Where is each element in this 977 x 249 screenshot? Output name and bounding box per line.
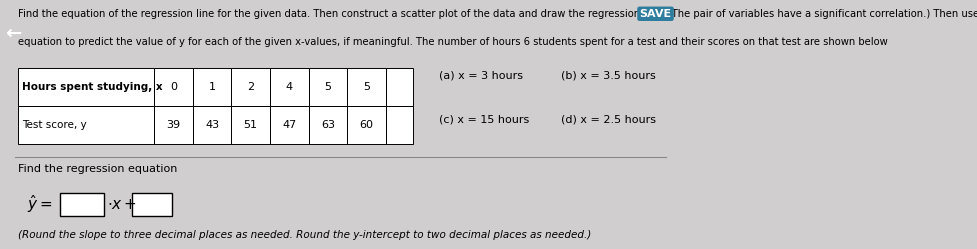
Text: 5: 5	[362, 82, 370, 92]
Bar	[192, 68, 232, 106]
Bar	[153, 68, 192, 106]
Text: (d) x = 2.5 hours: (d) x = 2.5 hours	[561, 115, 656, 125]
Text: $\cdot x+$: $\cdot x+$	[107, 197, 137, 212]
Text: 4: 4	[285, 82, 292, 92]
Text: 43: 43	[205, 120, 219, 130]
Text: 2: 2	[247, 82, 254, 92]
Text: (Round the slope to three decimal places as needed. Round the y-intercept to two: (Round the slope to three decimal places…	[19, 230, 591, 240]
Bar	[232, 68, 270, 106]
Bar	[270, 106, 309, 144]
Text: (c) x = 15 hours: (c) x = 15 hours	[439, 115, 529, 125]
Bar	[347, 68, 386, 106]
Text: 1: 1	[208, 82, 215, 92]
Bar	[347, 106, 386, 144]
Bar	[386, 68, 412, 106]
Text: 0: 0	[170, 82, 177, 92]
Bar	[192, 106, 232, 144]
Text: Find the equation of the regression line for the given data. Then construct a sc: Find the equation of the regression line…	[19, 9, 977, 19]
Bar	[153, 106, 192, 144]
Bar	[19, 106, 153, 144]
Text: 39: 39	[166, 120, 180, 130]
Bar	[386, 106, 412, 144]
Text: SAVE: SAVE	[639, 9, 671, 19]
Bar	[19, 68, 153, 106]
Bar	[309, 106, 347, 144]
Bar	[232, 106, 270, 144]
Bar	[60, 193, 104, 216]
Text: 63: 63	[320, 120, 335, 130]
Bar	[132, 193, 172, 216]
Text: equation to predict the value of y for each of the given x-values, if meaningful: equation to predict the value of y for e…	[19, 37, 887, 47]
Bar	[270, 68, 309, 106]
Text: 51: 51	[243, 120, 257, 130]
Text: 47: 47	[282, 120, 296, 130]
Text: Find the regression equation: Find the regression equation	[19, 164, 178, 174]
Text: 60: 60	[360, 120, 373, 130]
Text: 5: 5	[324, 82, 331, 92]
Text: Test score, y: Test score, y	[21, 120, 86, 130]
Text: ←: ←	[6, 24, 21, 43]
Text: $\hat{y}=$: $\hat{y}=$	[27, 193, 53, 215]
Text: (b) x = 3.5 hours: (b) x = 3.5 hours	[561, 70, 656, 80]
Text: Hours spent studying, x: Hours spent studying, x	[21, 82, 162, 92]
Bar	[309, 68, 347, 106]
Text: (a) x = 3 hours: (a) x = 3 hours	[439, 70, 523, 80]
